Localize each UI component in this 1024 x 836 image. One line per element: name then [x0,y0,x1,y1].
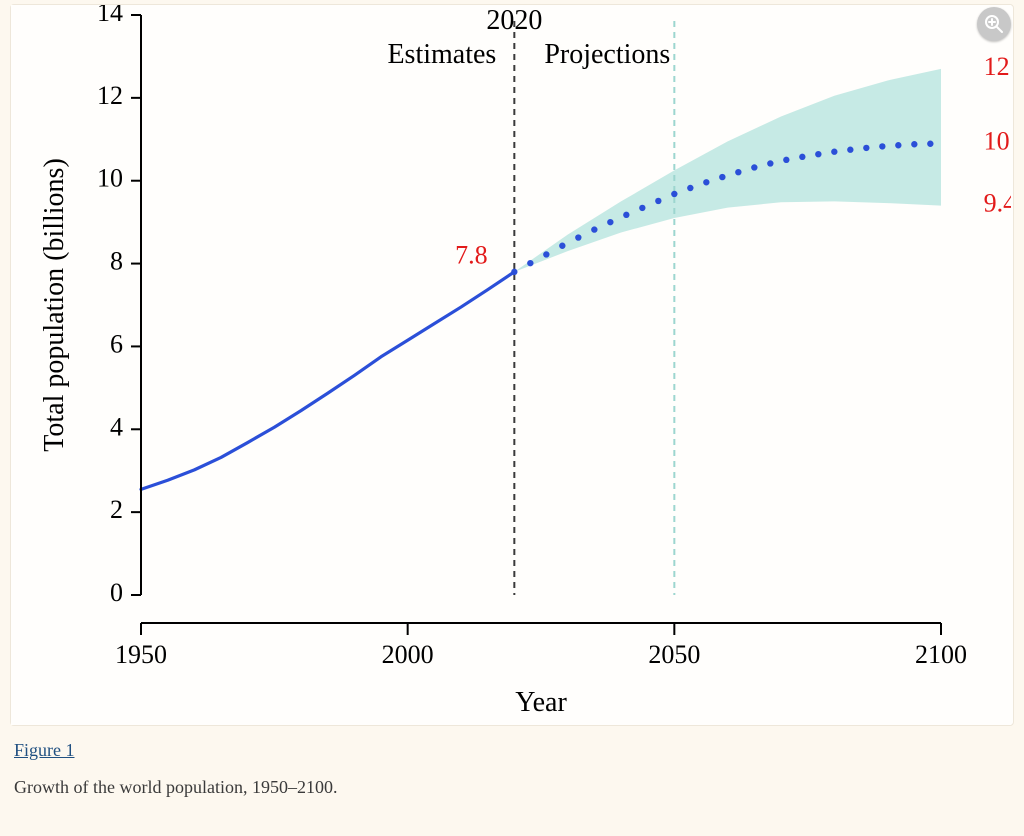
annotation-label: 10.9 [984,126,1011,155]
figure-caption-block: Figure 1 Growth of the world population,… [14,740,1010,798]
y-tick-label: 0 [110,578,123,607]
x-axis-label: Year [515,687,567,718]
zoom-button[interactable] [977,7,1011,41]
figure-card: 0 2 4 6 8 10 12 14 1950 2000 2050 2100 Year Total pop… [10,4,1014,726]
magnify-plus-icon [984,14,1004,34]
annotation-label: 7.8 [455,240,488,269]
top-year-label: 2020 [486,5,542,36]
y-tick-label: 2 [110,495,123,524]
y-tick-label: 4 [110,412,123,441]
x-tick-label: 2100 [915,640,967,669]
y-tick-label: 12 [97,81,123,110]
annotation-label: 9.4 [984,189,1011,218]
x-tick-label: 2050 [648,640,700,669]
population-chart: 0 2 4 6 8 10 12 14 1950 2000 2050 2100 Year Total pop… [11,5,1011,725]
y-tick-label: 8 [110,247,123,276]
figure-link[interactable]: Figure 1 [14,740,75,760]
annotation-label: 12.7 [984,52,1011,81]
projections-label: Projections [544,39,670,70]
estimates-label: Estimates [387,39,496,70]
x-tick-label: 2000 [382,640,434,669]
figure-caption: Growth of the world population, 1950–210… [14,777,1010,798]
y-axis-label: Total population (billions) [39,158,70,452]
y-tick-label: 10 [97,164,123,193]
x-tick-label: 1950 [115,640,167,669]
y-tick-label: 6 [110,329,123,358]
y-tick-label: 14 [97,5,123,27]
